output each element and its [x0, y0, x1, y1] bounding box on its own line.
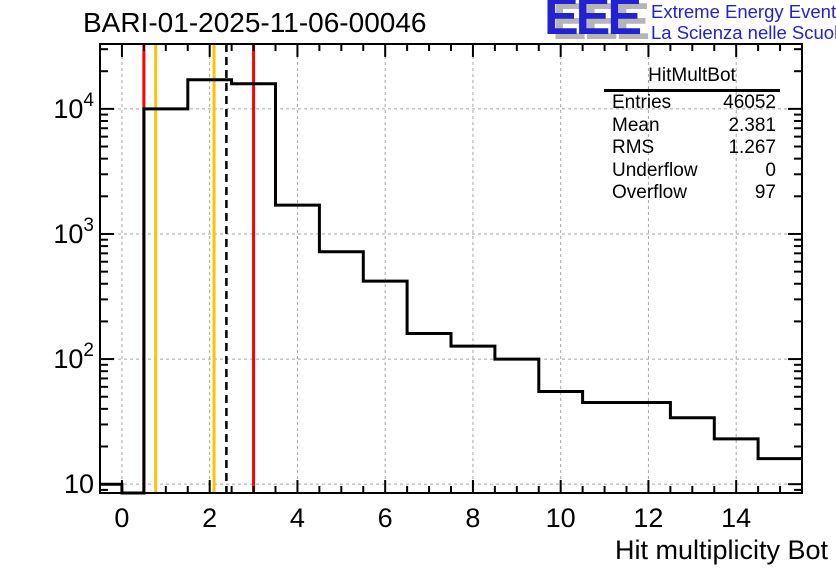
axis-labels: 0 2 4 6 8 10 12 14 10 102 103 104	[53, 90, 751, 533]
stats-row-value: 2.381	[728, 114, 776, 136]
stats-row-value: 0	[765, 159, 776, 181]
x-tick-label: 12	[633, 503, 663, 533]
stats-row-value: 97	[754, 182, 776, 203]
stats-box: HitMultBot Entries 46052 Mean 2.381 RMS 1.267…	[604, 64, 780, 205]
x-tick-label: 14	[721, 503, 751, 533]
stats-rows: Entries 46052 Mean 2.381 RMS 1.267 Underflow 0 O…	[604, 92, 780, 205]
stats-row: Entries 46052	[604, 92, 780, 115]
y-tick-label: 102	[53, 340, 94, 374]
y-tick-label: 10	[64, 469, 94, 499]
threshold-lines	[142, 44, 256, 493]
x-tick-label: 8	[465, 503, 480, 533]
eee-logo-letters: EEE	[544, 0, 642, 46]
eee-logo-line2: La Scienza nelle Scuole	[651, 21, 836, 43]
stats-row-label: Entries	[612, 92, 672, 113]
x-tick-label: 0	[114, 503, 129, 533]
stats-row: Underflow 0	[604, 160, 780, 183]
stats-row-value: 1.267	[728, 137, 776, 158]
stats-row-label: Overflow	[612, 182, 687, 203]
y-tick-label: 103	[53, 215, 94, 249]
axis-ticks	[100, 44, 802, 493]
x-tick-label: 4	[290, 503, 305, 533]
eee-logo-text: Extreme Energy Events La Scienza nelle S…	[651, 1, 836, 43]
histogram-line	[100, 78, 802, 495]
x-axis-title: Hit multiplicity Bot	[614, 535, 828, 565]
gridlines	[100, 44, 802, 493]
x-tick-label: 2	[202, 503, 217, 533]
stats-row-label: RMS	[612, 137, 655, 158]
stats-row-value: 46052	[723, 92, 776, 113]
y-tick-label: 104	[53, 90, 94, 124]
stats-title: HitMultBot	[604, 64, 780, 92]
x-tick-label: 6	[378, 503, 393, 533]
eee-logo-line1: Extreme Energy Events	[651, 1, 836, 22]
stats-row: Overflow 97	[604, 182, 780, 205]
stats-row-label: Mean	[612, 114, 660, 136]
stats-row: RMS 1.267	[604, 137, 780, 160]
stats-row: Mean 2.381	[604, 115, 780, 138]
stats-row-label: Underflow	[612, 159, 698, 181]
x-tick-label: 10	[546, 503, 576, 533]
plot-title: BARI-01-2025-11-06-00046	[83, 7, 427, 38]
plot-frame	[99, 43, 803, 494]
